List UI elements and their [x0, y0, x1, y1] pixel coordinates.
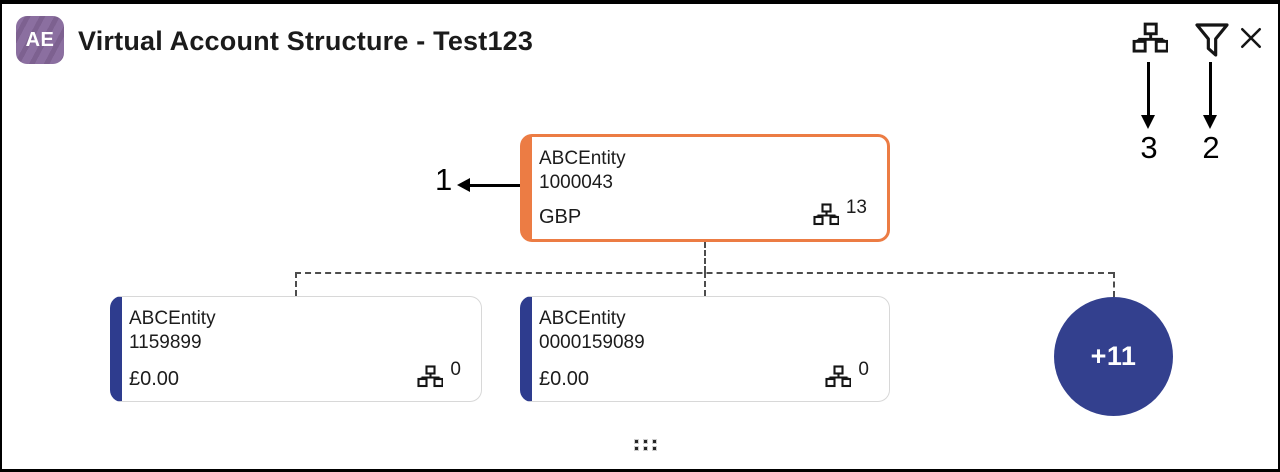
annotation-arrow-line-3: [1147, 62, 1150, 117]
connector-drop-overflow: [1113, 272, 1115, 297]
currency-label: GBP: [539, 206, 582, 228]
drag-handle[interactable]: [632, 437, 659, 453]
annotation-arrowhead-3: [1141, 115, 1155, 129]
close-button[interactable]: [1237, 24, 1265, 52]
hierarchy-icon: [417, 365, 444, 388]
hierarchy-view-button[interactable]: [1132, 22, 1168, 58]
filter-button[interactable]: [1192, 19, 1232, 61]
root-card-text: ABCEntity 1000043: [539, 147, 871, 195]
avatar-initials: AE: [25, 28, 55, 51]
hierarchy-icon: [825, 365, 852, 388]
child-count-badge[interactable]: 13: [813, 198, 867, 229]
drag-dot: [634, 446, 639, 451]
more-accounts-badge[interactable]: +11: [1054, 297, 1173, 416]
connector-drop-child-2: [704, 272, 706, 296]
close-icon: [1237, 24, 1265, 52]
child-count-badge[interactable]: 0: [417, 360, 461, 391]
drag-dot: [652, 446, 657, 451]
annotation-marker-3: 3: [1140, 130, 1158, 165]
account-number: 1159899: [129, 332, 202, 353]
child-card-text: ABCEntity 1159899: [129, 307, 465, 355]
entity-name: ABCEntity: [129, 308, 216, 329]
annotation-arrowhead-1: [457, 178, 470, 192]
connector-drop-child-1: [295, 272, 297, 296]
root-card-bottom: GBP 13: [539, 198, 871, 229]
drag-dot: [643, 446, 648, 451]
avatar: AE: [16, 16, 64, 64]
account-number: 1000043: [539, 172, 613, 193]
account-number: 0000159089: [539, 332, 645, 353]
drag-dot: [634, 439, 639, 444]
entity-name: ABCEntity: [539, 148, 626, 169]
drag-dot: [652, 439, 657, 444]
more-accounts-count: +11: [1090, 341, 1137, 371]
root-account-card[interactable]: ABCEntity 1000043 GBP 13: [520, 134, 890, 242]
filter-icon: [1192, 19, 1232, 61]
annotation-arrow-line-2: [1209, 62, 1212, 117]
child-card-bottom: £0.00 0: [539, 360, 873, 391]
child-count: 0: [450, 359, 461, 380]
annotation-arrow-line-1: [468, 184, 521, 187]
balance-label: £0.00: [539, 368, 590, 390]
child-account-card-2[interactable]: ABCEntity 0000159089 £0.00 0: [520, 296, 890, 402]
child-account-card-1[interactable]: ABCEntity 1159899 £0.00 0: [110, 296, 482, 402]
hierarchy-icon: [813, 203, 839, 226]
entity-name: ABCEntity: [539, 308, 626, 329]
child-card-text: ABCEntity 0000159089: [539, 307, 873, 355]
annotation-marker-1: 1: [435, 162, 453, 197]
balance-label: £0.00: [129, 368, 180, 390]
annotation-marker-2: 2: [1202, 130, 1220, 165]
drag-dot: [643, 439, 648, 444]
child-count: 13: [845, 197, 867, 218]
child-count: 0: [858, 359, 869, 380]
annotation-arrowhead-2: [1203, 115, 1217, 129]
hierarchy-icon: [1132, 22, 1168, 58]
child-card-bottom: £0.00 0: [129, 360, 465, 391]
page-title: Virtual Account Structure - Test123: [78, 26, 534, 56]
connector-root-stem: [704, 242, 706, 272]
child-count-badge[interactable]: 0: [825, 360, 869, 391]
